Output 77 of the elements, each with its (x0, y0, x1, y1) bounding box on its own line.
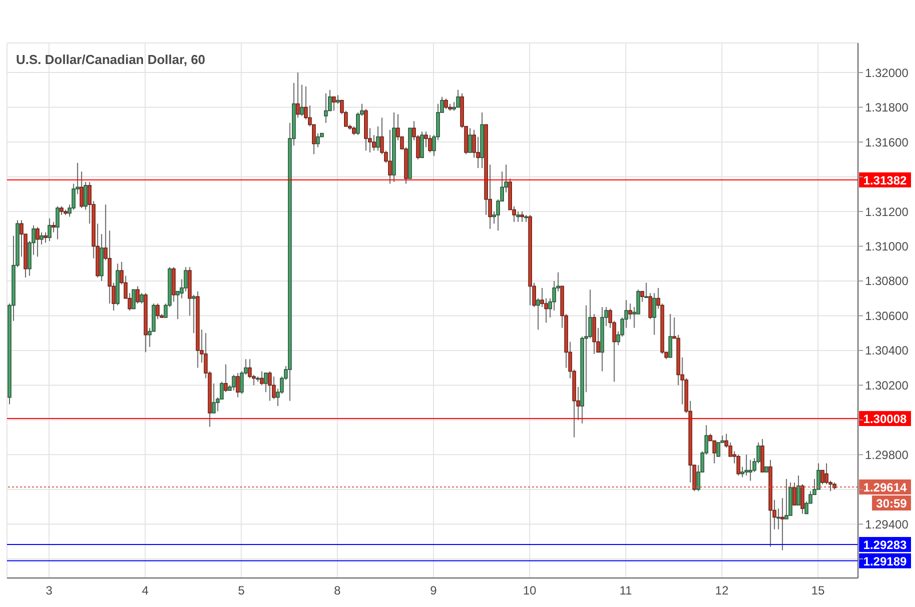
candlestick (316, 132, 320, 148)
y-tick-label: 1.30400 (865, 344, 909, 358)
y-tick-label: 1.29400 (865, 517, 909, 532)
candlestick (520, 210, 524, 222)
candlestick (240, 370, 244, 394)
y-tick-label: 1.29800 (865, 448, 909, 462)
candlestick (516, 210, 520, 222)
candlestick (388, 129, 392, 184)
candlestick (236, 372, 240, 398)
candlestick (420, 131, 424, 158)
candlestick (588, 289, 592, 339)
y-tick-label: 1.30800 (865, 274, 909, 288)
candlestick (780, 498, 784, 551)
ref-line-label: 1.29189 (863, 554, 908, 568)
y-tick-label: 1.30600 (865, 308, 909, 323)
ref-line-label: 1.31382 (863, 173, 908, 188)
candlestick (248, 358, 252, 379)
candlestick (56, 206, 60, 240)
candlestick (796, 475, 800, 506)
ref-line-label: 1.30008 (863, 412, 908, 426)
x-tick-label: 11 (620, 584, 632, 598)
y-tick-label: 1.31000 (865, 239, 909, 254)
x-tick-label: 3 (46, 584, 53, 598)
candlestick (156, 303, 160, 320)
x-tick-label: 5 (238, 584, 245, 598)
candlestick (736, 454, 740, 476)
y-tick-label: 1.31600 (865, 135, 909, 150)
y-tick-label: 1.31200 (865, 204, 909, 219)
candlestick (748, 459, 752, 482)
y-tick-label: 1.30200 (865, 378, 909, 392)
candlestick (324, 92, 328, 124)
x-tick-label: 8 (334, 584, 342, 598)
ref-line-label: 1.29614 (863, 480, 908, 494)
candlestick (640, 290, 644, 302)
candlestick (468, 128, 472, 153)
candlestick (376, 126, 380, 152)
candlestick (44, 232, 48, 244)
candlestick (300, 84, 304, 116)
x-tick-label: 4 (142, 584, 149, 598)
candlestick (212, 382, 216, 414)
candlestick (52, 221, 56, 233)
x-tick-label: 12 (715, 584, 729, 598)
candlestick (140, 292, 144, 304)
candlestick (792, 482, 796, 506)
candlestick (224, 364, 228, 393)
text: 30:59 (876, 496, 908, 510)
candlestick (444, 98, 448, 110)
candlestick (652, 292, 656, 336)
y-tick-label: 1.31800 (865, 100, 909, 115)
x-tick-label: 9 (430, 584, 438, 598)
candlestick (644, 282, 648, 298)
candlestick (296, 72, 300, 118)
y-tick-label: 1.32000 (865, 66, 909, 80)
candlestick (648, 292, 652, 320)
ref-line-label: 1.29283 (863, 538, 908, 552)
candlestick (800, 484, 804, 514)
candlestick (36, 226, 40, 258)
candlestick (192, 294, 196, 334)
candlestick (260, 370, 264, 386)
candlestick (48, 218, 52, 242)
candlestick (268, 370, 272, 402)
candlestick (744, 454, 748, 476)
candlestick (456, 89, 460, 108)
candlestick (132, 289, 136, 310)
text: U.S. Dollar/Canadian Dollar, 60 (16, 52, 206, 68)
candlestick (184, 266, 188, 292)
candlestick (332, 96, 336, 112)
candlestick (668, 313, 672, 358)
candlestick (628, 303, 632, 320)
candlestick (716, 442, 720, 457)
x-tick-label: 15 (811, 584, 825, 598)
candlestick (428, 134, 432, 153)
candlestick (232, 374, 236, 391)
candlestick (40, 232, 44, 245)
x-tick-label: 10 (522, 584, 537, 598)
candlestick (136, 286, 140, 304)
candlestick (264, 372, 268, 393)
